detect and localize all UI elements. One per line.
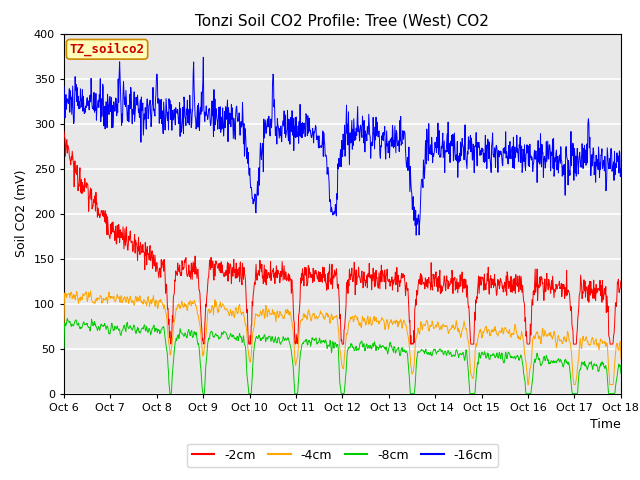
Text: TZ_soilco2: TZ_soilco2 bbox=[70, 43, 145, 56]
Title: Tonzi Soil CO2 Profile: Tree (West) CO2: Tonzi Soil CO2 Profile: Tree (West) CO2 bbox=[195, 13, 490, 28]
Legend: -2cm, -4cm, -8cm, -16cm: -2cm, -4cm, -8cm, -16cm bbox=[187, 444, 498, 467]
X-axis label: Time: Time bbox=[590, 418, 621, 431]
Y-axis label: Soil CO2 (mV): Soil CO2 (mV) bbox=[15, 170, 28, 257]
